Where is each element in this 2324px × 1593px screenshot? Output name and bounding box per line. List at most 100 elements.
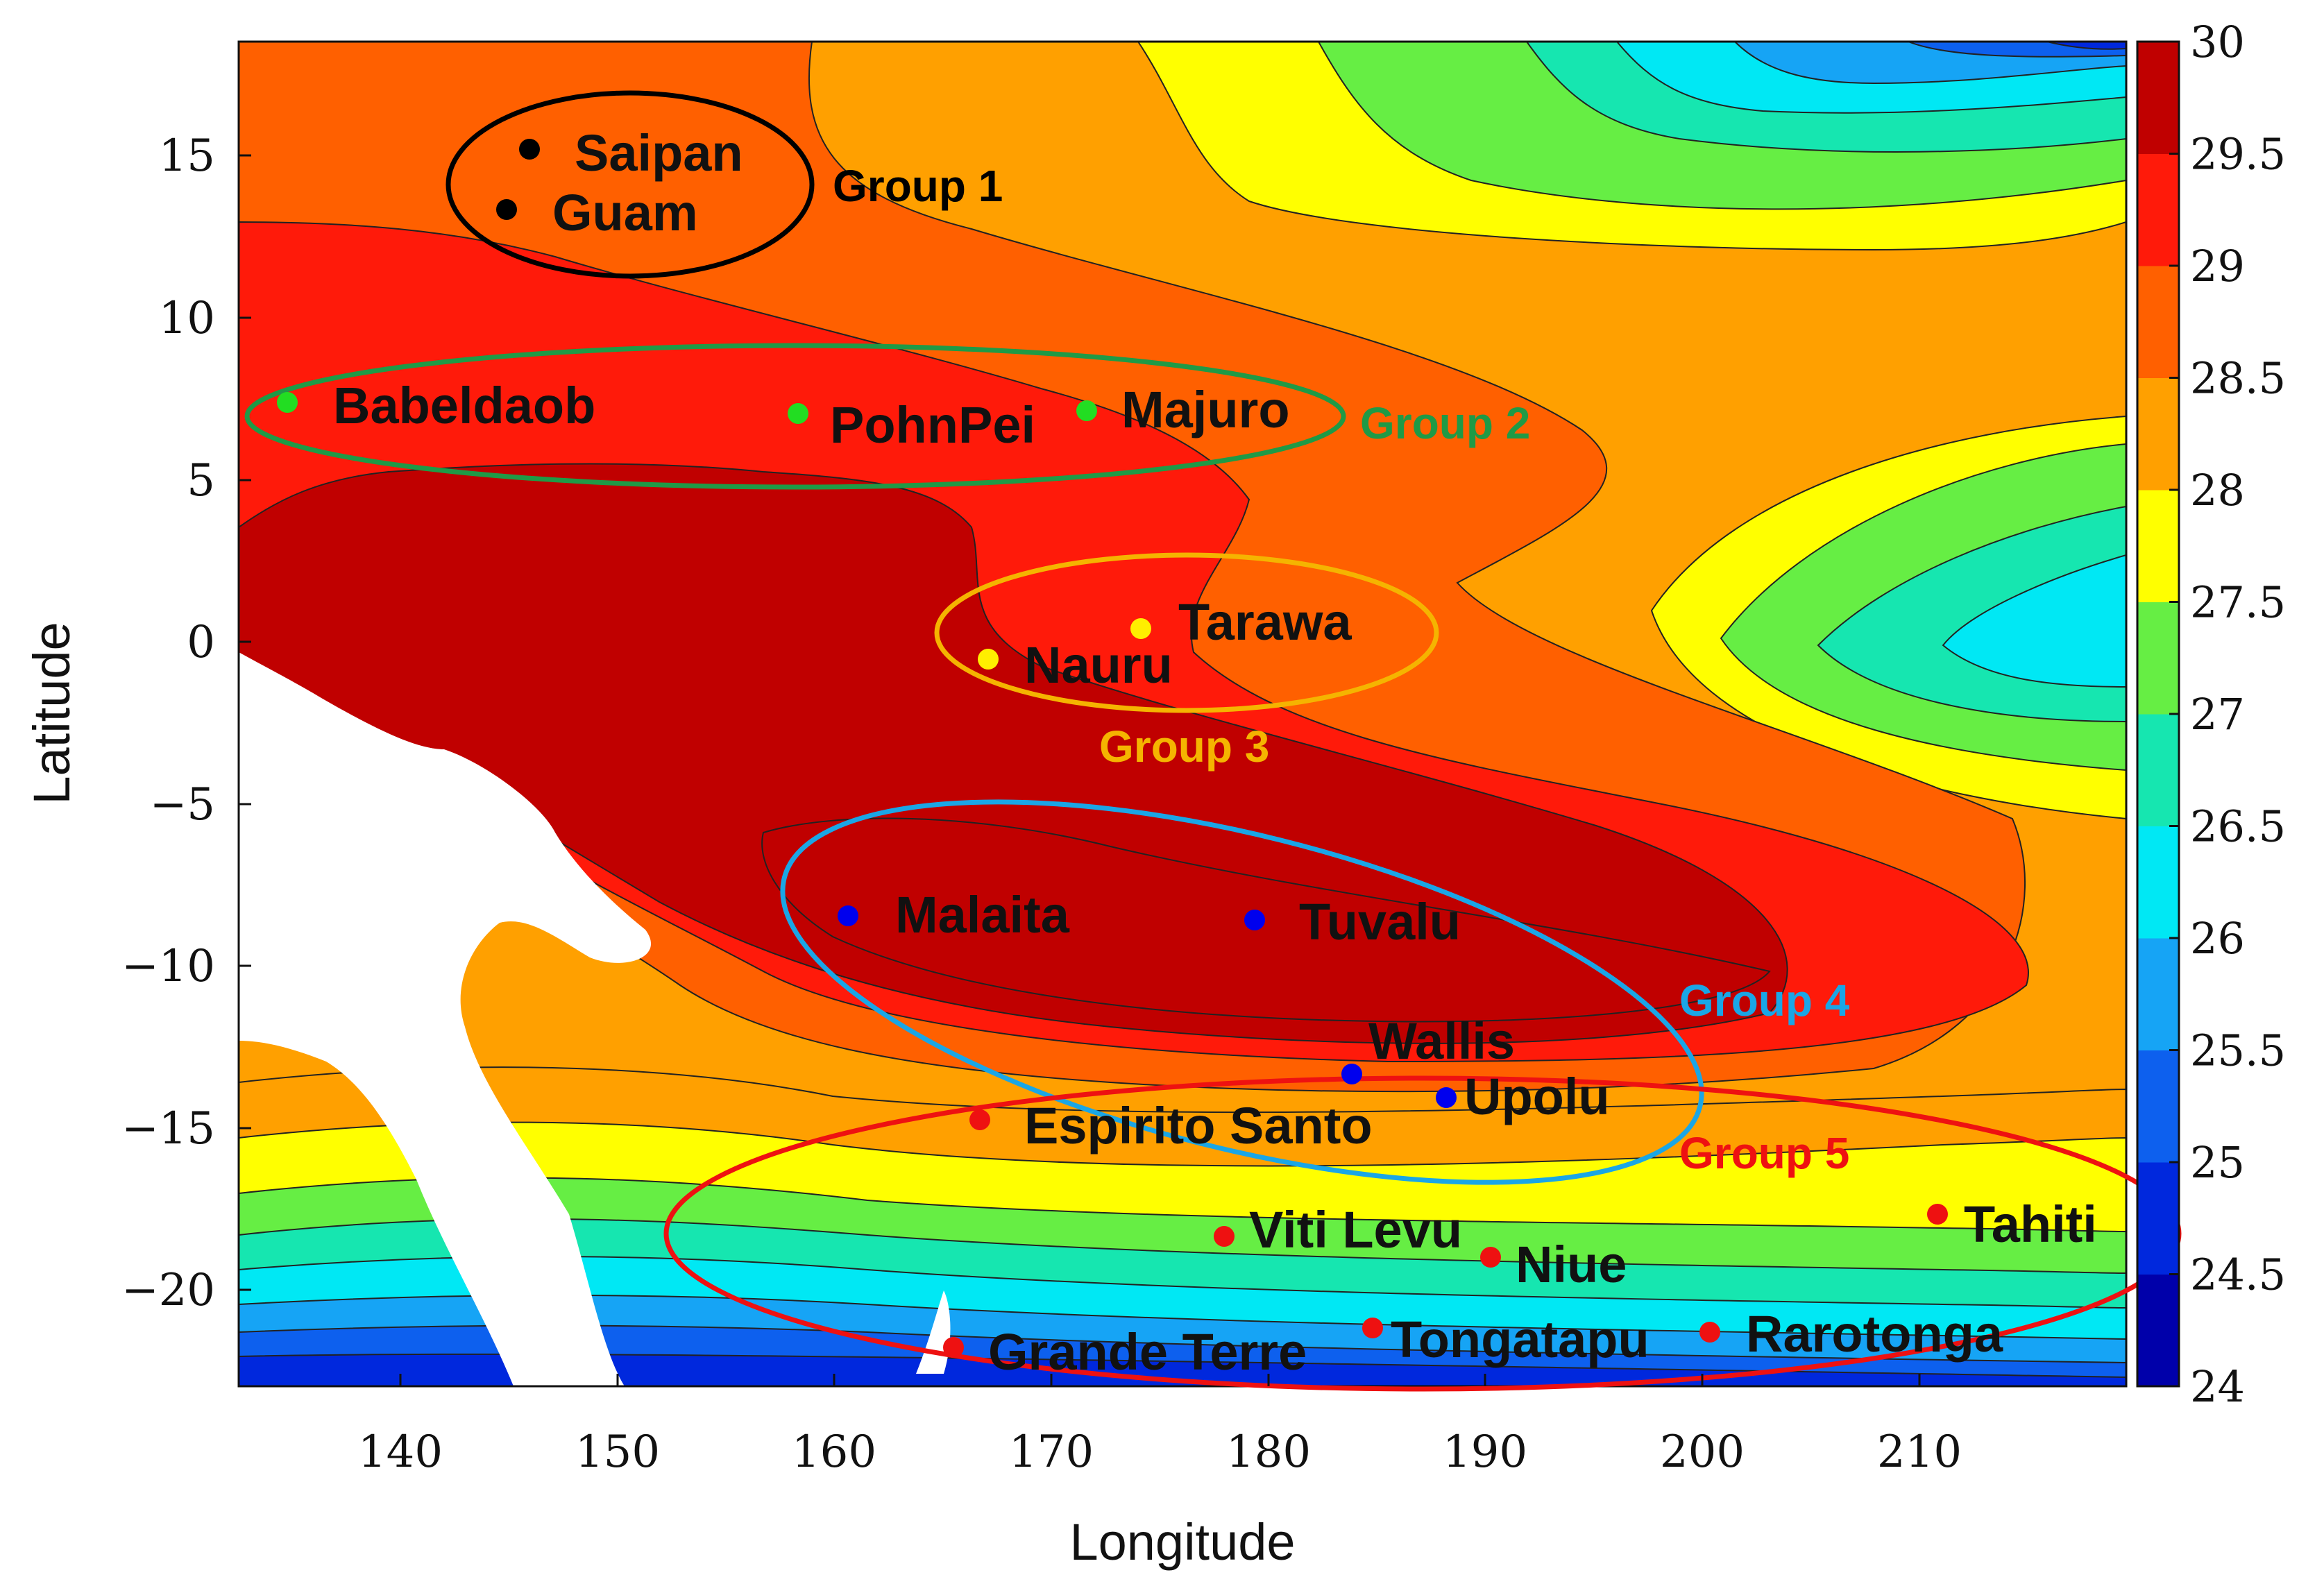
site-label-grande-terre: Grande Terre: [988, 1323, 1307, 1381]
x-axis: 140 150 160 170 180 190 200 210 Longitud…: [358, 1374, 1962, 1571]
group-1-label: Group 1: [833, 161, 1003, 211]
site-marker-tarawa: [1130, 618, 1151, 639]
colorbar-tick-label: 28.5: [2190, 353, 2286, 404]
colorbar-tick-label: 24: [2190, 1361, 2245, 1412]
group-1-ellipse: [446, 90, 815, 279]
site-marker-saipan: [519, 139, 540, 160]
site-marker-niue: [1480, 1247, 1501, 1268]
site-marker-rarotonga: [1699, 1322, 1720, 1343]
y-tick-label: 5: [187, 455, 215, 506]
site-marker-viti-levu: [1214, 1226, 1235, 1247]
site-marker-wallis: [1341, 1064, 1362, 1084]
group-labels: Group 1 Group 2 Group 3 Group 4 Group 5: [833, 161, 1850, 1178]
site-label-wallis: Wallis: [1368, 1012, 1515, 1070]
group-3-label: Group 3: [1099, 722, 1269, 772]
y-tick-label: −10: [121, 941, 215, 992]
colorbar-bands: [2137, 42, 2179, 1387]
x-tick-label: 190: [1443, 1426, 1527, 1478]
group-4-label: Group 4: [1679, 976, 1850, 1025]
site-label-viti-levu: Viti Levu: [1249, 1201, 1462, 1259]
colorbar-tick-label: 28: [2190, 465, 2245, 516]
site-label-niue: Niue: [1516, 1236, 1627, 1293]
y-axis-label: Latitude: [23, 622, 80, 804]
site-label-tuvalu: Tuvalu: [1299, 893, 1461, 951]
x-tick-label: 160: [792, 1426, 876, 1478]
site-marker-tahiti: [1927, 1204, 1948, 1225]
x-tick-label: 170: [1009, 1426, 1094, 1478]
y-tick-label: −5: [150, 779, 215, 830]
site-label-tongatapu: Tongatapu: [1391, 1311, 1649, 1368]
colorbar-band: [2137, 266, 2179, 378]
colorbar-band: [2137, 1050, 2179, 1163]
colorbar-tick-label: 25.5: [2190, 1025, 2286, 1076]
site-marker-malaita: [838, 905, 858, 926]
x-tick-label: 210: [1877, 1426, 1962, 1478]
group-4-ellipse: [780, 799, 1704, 1185]
colorbar-tick-label: 26: [2190, 913, 2245, 964]
x-tick-label: 150: [575, 1426, 660, 1478]
map-plot-area: [239, 42, 2126, 1386]
colorbar-tick-label: 27.5: [2190, 577, 2286, 628]
colorbar-band: [2137, 490, 2179, 602]
x-tick-label: 180: [1226, 1426, 1311, 1478]
site-label-majuro: Majuro: [1121, 381, 1290, 438]
site-marker-pohnpei: [788, 403, 808, 424]
colorbar-band: [2137, 602, 2179, 715]
colorbar-tick-label: 29: [2190, 241, 2245, 291]
group-5-label: Group 5: [1679, 1128, 1849, 1178]
site-marker-majuro: [1076, 400, 1097, 421]
colorbar-band: [2137, 42, 2179, 154]
colorbar-tick-label: 29.5: [2190, 129, 2286, 180]
y-tick-label: 15: [159, 130, 215, 182]
contour-band-29.5: [239, 463, 1788, 1044]
colorbar-tick-labels: 30 29.5 29 28.5 28 27.5 27 26.5 26 25.5 25 24.5 24: [2169, 17, 2286, 1412]
colorbar-band: [2137, 938, 2179, 1050]
group-2-label: Group 2: [1360, 398, 1530, 448]
contour-band-26-east: [1942, 554, 2126, 688]
colorbar-band: [2137, 153, 2179, 266]
site-label-malaita: Malaita: [895, 886, 1070, 944]
y-tick-label: 0: [187, 617, 215, 668]
site-marker-upolu: [1436, 1087, 1457, 1108]
y-axis: 15 10 5 0 −5 −10 −15 −20 Latitude: [23, 130, 251, 1316]
site-label-espirito-santo: Espirito Santo: [1024, 1097, 1373, 1155]
site-label-saipan: Saipan: [575, 124, 743, 182]
y-tick-label: −15: [121, 1103, 215, 1155]
site-label-babeldaob: Babeldaob: [333, 377, 595, 434]
site-marker-tongatapu: [1362, 1318, 1383, 1338]
x-tick-label: 200: [1660, 1426, 1745, 1478]
site-label-guam: Guam: [552, 184, 698, 241]
colorbar-band: [2137, 714, 2179, 826]
colorbar: 30 29.5 29 28.5 28 27.5 27 26.5 26 25.5 25 24.5 24: [2136, 17, 2286, 1412]
site-label-tahiti: Tahiti: [1964, 1195, 2097, 1253]
site-label-pohnpei: PohnPei: [830, 396, 1035, 454]
group-3-ellipse: [934, 552, 1439, 713]
site-markers: Saipan Guam Babeldaob PohnPei Majuro Tar…: [277, 124, 2097, 1381]
site-marker-guam: [496, 199, 517, 220]
colorbar-tick-label: 24.5: [2190, 1250, 2286, 1300]
x-tick-label: 140: [358, 1426, 443, 1478]
group-2-ellipse: [244, 343, 1346, 490]
colorbar-band: [2137, 1162, 2179, 1275]
y-ticks: [239, 154, 251, 1291]
plot-frame: [237, 40, 2128, 1388]
site-marker-grande-terre: [943, 1337, 964, 1358]
site-marker-espirito-santo: [969, 1109, 990, 1130]
contour-band-30-blob: [761, 817, 1771, 1023]
site-label-rarotonga: Rarotonga: [1746, 1305, 2003, 1363]
site-marker-tuvalu: [1244, 910, 1265, 930]
site-label-upolu: Upolu: [1464, 1068, 1610, 1125]
x-axis-label: Longitude: [1069, 1513, 1295, 1571]
site-label-tarawa: Tarawa: [1178, 593, 1352, 651]
group-ellipses: [244, 90, 2182, 1392]
site-marker-babeldaob: [277, 392, 298, 413]
site-marker-nauru: [978, 649, 999, 670]
y-tick-label: 10: [159, 293, 215, 344]
colorbar-tick-label: 30: [2190, 17, 2245, 67]
colorbar-tick-label: 26.5: [2190, 801, 2286, 852]
colorbar-tick-label: 25: [2190, 1137, 2245, 1188]
site-label-nauru: Nauru: [1024, 636, 1173, 694]
x-ticks: [399, 1374, 1921, 1386]
colorbar-tick-label: 27: [2190, 689, 2245, 740]
